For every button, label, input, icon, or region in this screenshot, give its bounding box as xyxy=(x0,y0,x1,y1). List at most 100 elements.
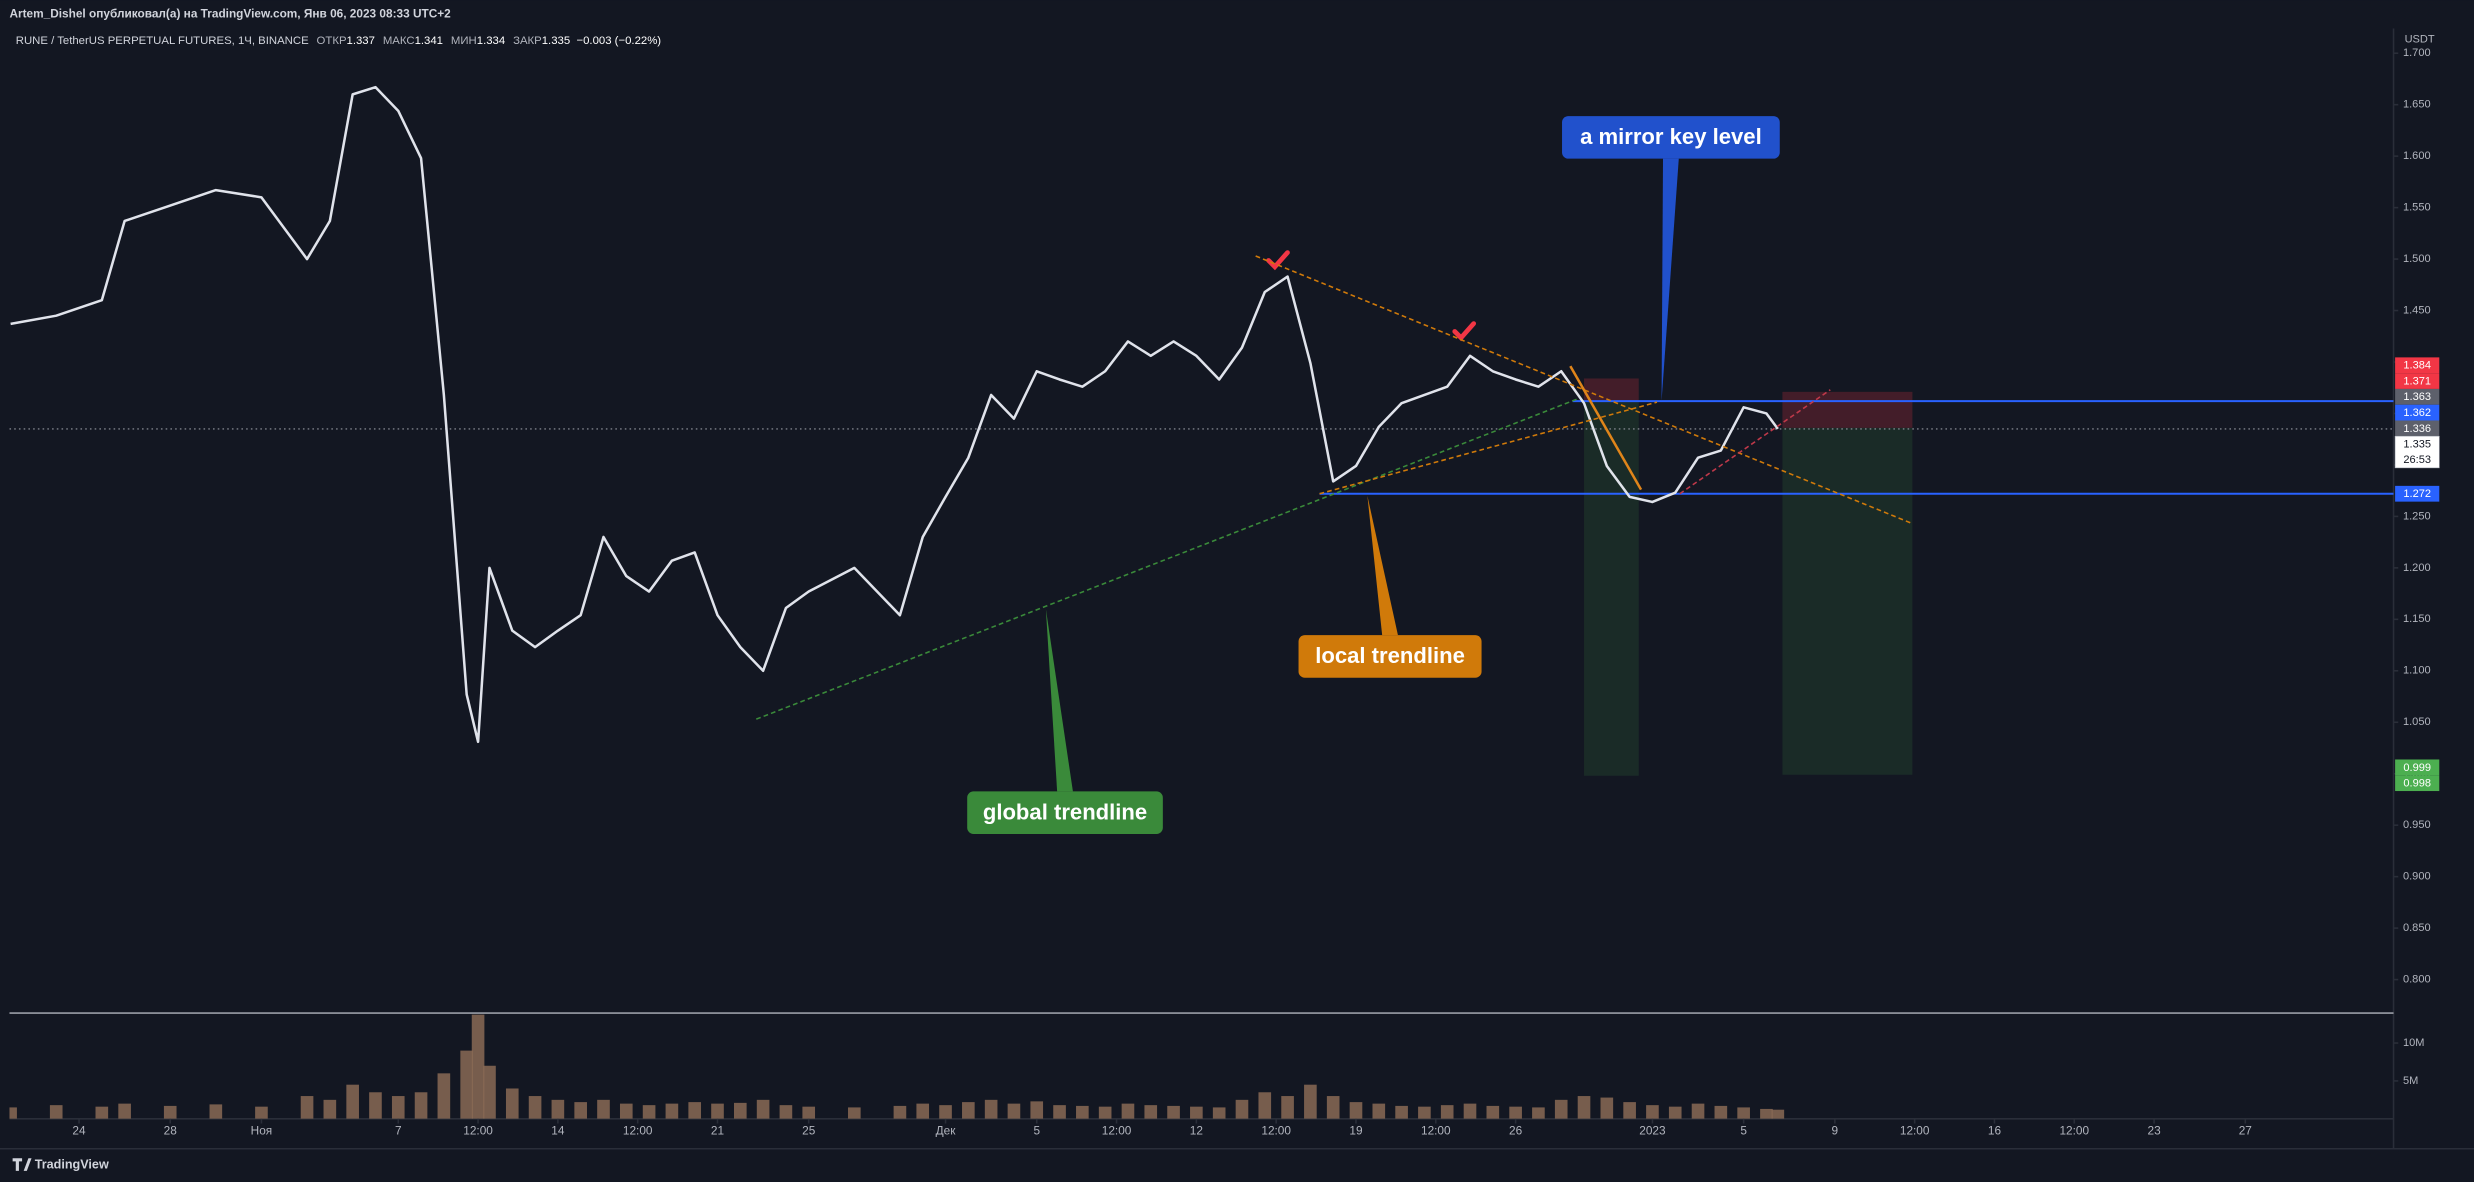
x-tick-label: Дек xyxy=(936,1124,957,1138)
y-tick-label: 0.800 xyxy=(2403,973,2431,985)
x-tick-label: 5 xyxy=(1740,1124,1747,1138)
price-label: 1.335 xyxy=(2403,439,2431,451)
y-tick-label: 1.050 xyxy=(2403,716,2431,728)
volume-bar xyxy=(505,1088,519,1119)
volume-bar xyxy=(1760,1108,1773,1119)
price-label: 1.272 xyxy=(2403,488,2431,500)
ohlc-label: МИН xyxy=(451,35,477,47)
volume-bar xyxy=(1372,1103,1386,1119)
volume-bar xyxy=(1623,1102,1636,1119)
volume-bar xyxy=(1418,1106,1431,1119)
logo-icon xyxy=(12,1158,32,1171)
callout-box xyxy=(967,791,1163,834)
price-line xyxy=(10,85,1779,744)
ohlc-label: ЗАКР xyxy=(513,35,542,47)
x-tick-label: 12 xyxy=(1190,1124,1203,1138)
volume-bar xyxy=(49,1105,63,1119)
volume-bar xyxy=(1577,1096,1591,1119)
x-tick-label: 2023 xyxy=(1639,1124,1666,1138)
price-label-box xyxy=(2395,775,2440,792)
callout-pointer xyxy=(1045,609,1073,792)
x-tick-label: 24 xyxy=(72,1124,86,1138)
currency: USDT xyxy=(2405,33,2435,45)
volume-bar xyxy=(962,1102,975,1119)
volume-bar xyxy=(733,1102,747,1119)
price-label: 1.362 xyxy=(2403,407,2431,419)
volume-bar xyxy=(916,1103,930,1119)
x-tick-label: 12:00 xyxy=(463,1124,493,1138)
volume-bar xyxy=(255,1106,268,1119)
x-tick-label: 5 xyxy=(1033,1124,1040,1138)
x-tick-label: Ноя xyxy=(251,1124,273,1138)
volume-bar xyxy=(471,1014,485,1119)
x-tick-label: 7 xyxy=(395,1124,402,1138)
volume-bar xyxy=(1190,1106,1203,1119)
trendline xyxy=(1569,365,1643,491)
volume-bar xyxy=(391,1096,405,1119)
x-tick-label: 27 xyxy=(2239,1124,2252,1138)
x-tick-label: 26 xyxy=(1509,1124,1523,1138)
volume-bar xyxy=(1235,1099,1249,1119)
price-label-box xyxy=(2395,759,2440,776)
volume-bar xyxy=(414,1092,428,1119)
x-tick-label: 14 xyxy=(551,1124,565,1138)
volume-bar xyxy=(1554,1099,1568,1119)
x-tick-label: 28 xyxy=(164,1124,178,1138)
volume-bar xyxy=(1395,1105,1408,1119)
change: −0.003 (−0.22%) xyxy=(576,35,661,47)
y-tick-label: 1.450 xyxy=(2403,304,2431,316)
volume-bar xyxy=(346,1084,359,1119)
check-mark xyxy=(1452,321,1477,342)
ohlc-value: 1.334 xyxy=(477,35,505,47)
ohlc-label: ОТКР xyxy=(317,35,347,47)
volume-bar xyxy=(118,1103,131,1119)
footer-text: TradingView xyxy=(35,1158,109,1172)
volume-bar xyxy=(1030,1101,1044,1119)
volume-bar xyxy=(323,1099,337,1119)
x-tick-label: 12:00 xyxy=(1261,1124,1291,1138)
volume-bar xyxy=(369,1092,382,1119)
x-tick-label: 16 xyxy=(1988,1124,2002,1138)
price-label-box xyxy=(2395,485,2440,502)
volume-bar xyxy=(1691,1103,1705,1119)
callout-pointer xyxy=(1367,495,1398,636)
price-label-box xyxy=(2395,388,2440,405)
x-tick-label: 21 xyxy=(711,1124,724,1138)
volume-bar xyxy=(528,1096,542,1119)
volume-bar xyxy=(1486,1105,1500,1119)
target-zone xyxy=(1782,427,1913,775)
volume-bar xyxy=(848,1107,861,1119)
callout-text: a mirror key level xyxy=(1580,124,1762,149)
ohlc-value: 1.337 xyxy=(347,35,375,47)
price-pane xyxy=(9,85,2394,776)
ohlc-value: 1.341 xyxy=(415,35,443,47)
volume-bar xyxy=(1646,1105,1659,1119)
symbol: RUNE / TetherUS PERPETUAL FUTURES, 1Ч, B… xyxy=(16,35,309,47)
volume-pane xyxy=(9,1014,1785,1119)
y-tick-label: 0.850 xyxy=(2403,922,2431,934)
volume-bar xyxy=(1326,1096,1340,1119)
y-tick-label: 1.600 xyxy=(2403,150,2431,162)
volume-bar xyxy=(209,1104,223,1119)
volume-bar xyxy=(779,1105,793,1119)
y-tick-label: 1.550 xyxy=(2403,202,2431,214)
price-label-box xyxy=(2395,357,2440,374)
volume-bar xyxy=(893,1105,907,1119)
trendline xyxy=(1319,401,1658,495)
volume-bar xyxy=(642,1105,656,1119)
y-tick-label: 1.250 xyxy=(2403,510,2431,522)
volume-bar xyxy=(1737,1107,1750,1119)
price-label: 1.384 xyxy=(2403,360,2431,372)
trendline xyxy=(755,398,1578,720)
price-label: 1.371 xyxy=(2403,375,2431,387)
x-tick-label: 9 xyxy=(1832,1124,1839,1138)
x-tick-label: 23 xyxy=(2148,1124,2162,1138)
volume-bar xyxy=(1349,1102,1363,1119)
countdown: 26:53 xyxy=(2403,454,2431,466)
volume-bar xyxy=(1144,1105,1158,1119)
volume-bar xyxy=(1463,1103,1477,1119)
price-label-box xyxy=(2395,373,2440,389)
volume-bar xyxy=(574,1102,587,1119)
